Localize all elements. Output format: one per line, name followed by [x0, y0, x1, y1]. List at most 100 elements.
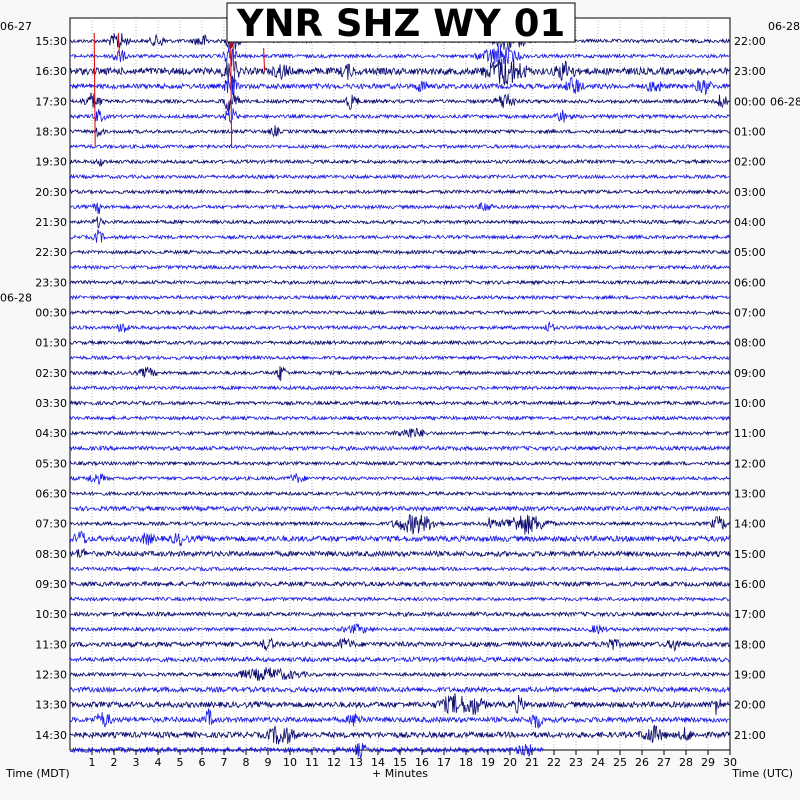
x-tick-label-15: 15: [393, 756, 407, 769]
right-date-label-0: 06-28: [768, 20, 800, 33]
trace-row-17: [69, 294, 731, 301]
trace-row-37: [69, 595, 731, 603]
right-axis-label: Time (UTC): [731, 767, 793, 780]
left-label-0: 15:30: [35, 35, 67, 48]
x-tick-label-17: 17: [437, 756, 451, 769]
right-label-15: 13:00: [734, 488, 766, 501]
trace-row-45: [69, 708, 731, 729]
right-label-0: 22:00: [734, 35, 766, 48]
trace-row-5: [70, 108, 731, 124]
clip-spike-1: [117, 32, 120, 57]
right-label-22: 20:00: [734, 699, 766, 712]
trace-row-30: [69, 490, 731, 497]
x-tick-label-2: 2: [111, 756, 118, 769]
left-label-6: 21:30: [35, 216, 67, 229]
x-tick-label-13: 13: [349, 756, 363, 769]
clip-spike-3: [263, 48, 266, 72]
trace-row-43: [69, 685, 731, 694]
right-label-7: 05:00: [734, 246, 766, 259]
left-label-21: 12:30: [35, 669, 67, 682]
left-label-5: 20:30: [35, 186, 67, 199]
x-tick-label-27: 27: [657, 756, 671, 769]
trace-row-12: [69, 216, 731, 229]
right-label-23: 21:00: [734, 729, 766, 742]
trace-row-39: [69, 623, 731, 635]
left-label-7: 22:30: [35, 246, 67, 259]
x-tick-label-22: 22: [547, 756, 561, 769]
trace-row-1: [69, 45, 731, 67]
trace-row-3: [69, 76, 731, 96]
x-tick-label-9: 9: [265, 756, 272, 769]
x-tick-label-30: 30: [723, 756, 737, 769]
left-label-4: 19:30: [35, 156, 67, 169]
right-label-9: 07:00: [734, 307, 766, 320]
left-label-13: 04:30: [35, 427, 67, 440]
trace-row-23: [69, 384, 731, 392]
right-label-3: 01:00: [734, 126, 766, 139]
x-tick-label-24: 24: [591, 756, 605, 769]
x-axis-ticks: 1 2 3 4 5 6 7 8 9 10 11 12 13 14 15 16 17 18 19 20 21 22 23 24 2…: [89, 750, 737, 769]
trace-row-40: [69, 637, 731, 653]
x-tick-label-8: 8: [243, 756, 250, 769]
trace-row-13: [69, 229, 730, 243]
trace-row-15: [69, 264, 731, 271]
x-axis-label: + Minutes: [372, 767, 428, 780]
left-label-12: 03:30: [35, 397, 67, 410]
trace-row-7: [69, 143, 731, 150]
right-label-13: 11:00: [734, 427, 766, 440]
right-label-16: 14:00: [734, 518, 766, 531]
trace-row-9: [69, 173, 731, 180]
trace-row-34: [69, 547, 731, 559]
left-label-15: 06:30: [35, 488, 67, 501]
trace-row-18: [69, 309, 731, 316]
x-tick-label-16: 16: [415, 756, 429, 769]
left-label-17: 08:30: [35, 548, 67, 561]
x-tick-label-12: 12: [327, 756, 341, 769]
right-date-label-1: 06-28: [770, 95, 800, 108]
left-label-10: 01:30: [35, 337, 67, 350]
trace-row-31: [69, 504, 731, 513]
right-label-10: 08:00: [734, 337, 766, 350]
x-tick-label-7: 7: [221, 756, 228, 769]
trace-row-35: [69, 565, 731, 573]
seismic-traces: [69, 31, 731, 758]
trace-row-6: [69, 125, 731, 138]
right-label-18: 16:00: [734, 578, 766, 591]
trace-row-14: [69, 248, 731, 256]
trace-row-33: [69, 530, 731, 547]
left-label-9: 00:30: [35, 307, 67, 320]
left-label-22: 13:30: [35, 699, 67, 712]
right-label-5: 03:00: [734, 186, 766, 199]
right-label-11: 09:00: [734, 367, 766, 380]
left-date-label-1: 06-28: [0, 292, 32, 305]
left-label-3: 18:30: [35, 126, 67, 139]
left-axis-label: Time (MDT): [5, 767, 70, 780]
left-label-16: 07:30: [35, 518, 67, 531]
trace-row-27: [69, 444, 731, 452]
left-label-2: 17:30: [35, 95, 67, 108]
x-tick-label-25: 25: [613, 756, 627, 769]
trace-row-41: [69, 655, 731, 664]
trace-row-8: [69, 158, 731, 167]
left-label-14: 05:30: [35, 457, 67, 470]
trace-row-20: [69, 339, 731, 346]
x-tick-label-5: 5: [177, 756, 184, 769]
trace-row-28: [69, 460, 731, 467]
clip-spike-0: [93, 32, 96, 147]
trace-row-25: [69, 414, 731, 422]
left-label-1: 16:30: [35, 65, 67, 78]
x-tick-label-21: 21: [525, 756, 539, 769]
clipped-spikes: [93, 32, 266, 147]
left-label-8: 23:30: [35, 276, 67, 289]
trace-row-47: [69, 743, 544, 758]
left-label-19: 10:30: [35, 608, 67, 621]
trace-row-2: [69, 57, 731, 87]
trace-row-11: [69, 202, 731, 215]
x-tick-label-18: 18: [459, 756, 473, 769]
x-tick-label-11: 11: [305, 756, 319, 769]
right-label-21: 19:00: [734, 669, 766, 682]
x-tick-label-26: 26: [635, 756, 649, 769]
x-tick-label-14: 14: [371, 756, 385, 769]
x-tick-label-10: 10: [283, 756, 297, 769]
x-tick-label-1: 1: [89, 756, 96, 769]
